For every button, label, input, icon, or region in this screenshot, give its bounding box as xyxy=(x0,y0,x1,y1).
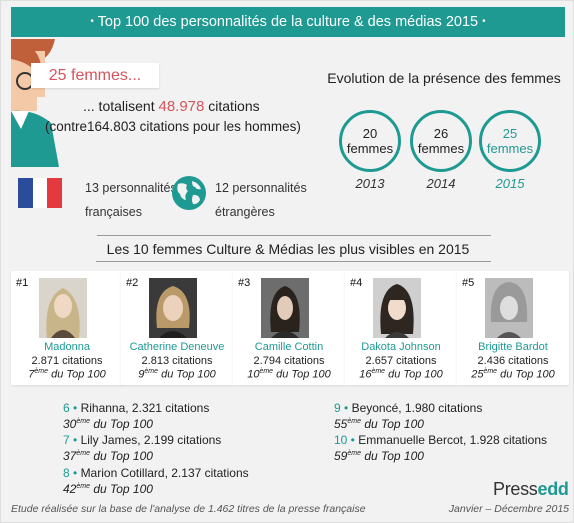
women-total-citations: 48.978 xyxy=(158,98,205,115)
card-citations: 2.813 citations xyxy=(141,355,213,367)
card-name: Camille Cottin xyxy=(254,341,324,353)
women-total-suffix: citations xyxy=(208,98,260,114)
card-citations: 2.871 citations xyxy=(31,355,103,367)
header-bullet-right: • xyxy=(482,16,486,27)
card-top-rank: 9ème du Top 100 xyxy=(138,368,216,381)
women-total-prefix: ... totalisent xyxy=(83,98,155,114)
footer-date: Janvier – Décembre 2015 xyxy=(448,503,569,515)
top-card-2: #2 Catherine Deneuve 2.813 citations 9èm… xyxy=(121,271,233,385)
evolution-label: femmes xyxy=(417,141,465,156)
card-name: Dakota Johnson xyxy=(361,341,441,353)
foreign-line-1: 12 personnalités xyxy=(215,181,307,195)
card-top-rank: 7ème du Top 100 xyxy=(28,368,106,381)
woman-avatar-icon xyxy=(11,39,59,167)
card-citations: 2.657 citations xyxy=(365,355,437,367)
card-citations: 2.436 citations xyxy=(477,355,549,367)
list-item: 10 • Emmanuelle Bercot, 1.928 citations … xyxy=(334,433,548,463)
evolution-circle-2015: 25 femmes xyxy=(479,110,541,172)
french-personalities: 13 personnalités françaises xyxy=(85,176,185,224)
portrait-photo xyxy=(39,278,87,338)
portrait-photo xyxy=(149,278,197,338)
card-rank: #1 xyxy=(16,277,29,289)
header-banner: • Top 100 des personnalités de la cultur… xyxy=(11,7,565,37)
men-total-citations: 164.803 xyxy=(87,119,136,134)
list-item: 9 • Beyoncé, 1.980 citations 55ème du To… xyxy=(334,401,483,431)
top-card-1: #1 Madonna 2.871 citations 7ème du Top 1… xyxy=(11,271,123,385)
card-rank: #4 xyxy=(350,277,363,289)
header-bullet-left: • xyxy=(90,16,94,27)
men-total-suffix: citations pour les hommes) xyxy=(139,119,301,134)
evolution-circle-2014: 26 femmes xyxy=(410,110,472,172)
foreign-personalities: 12 personnalités étrangères xyxy=(215,176,315,224)
french-line-1: 13 personnalités xyxy=(85,181,177,195)
header-title: Top 100 des personnalités de la culture … xyxy=(97,14,479,30)
evolution-year: 2015 xyxy=(495,176,525,191)
french-flag-icon xyxy=(18,178,63,208)
evolution-count: 20 xyxy=(362,126,378,141)
top-card-5: #5 Brigitte Bardot 2.436 citations 25ème… xyxy=(457,271,569,385)
globe-icon xyxy=(172,176,206,210)
footer-note: Etude réalisée sur la base de l'analyse … xyxy=(11,503,366,515)
top-card-3: #3 Camille Cottin 2.794 citations 10ème … xyxy=(233,271,345,385)
card-top-rank: 10ème du Top 100 xyxy=(247,368,331,381)
evolution-circle-2013: 20 femmes xyxy=(339,110,401,172)
evolution-title: Evolution de la présence des femmes xyxy=(327,70,561,86)
portrait-photo xyxy=(485,278,533,338)
list-item: 7 • Lily James, 2.199 citations 37ème du… xyxy=(63,433,222,463)
card-name: Madonna xyxy=(44,341,90,353)
list-item: 8 • Marion Cotillard, 2.137 citations 42… xyxy=(63,466,249,496)
top-card-4: #4 Dakota Johnson 2.657 citations 16ème … xyxy=(345,271,457,385)
evolution-year: 2013 xyxy=(355,176,385,191)
section-divider xyxy=(97,235,491,236)
men-total-line: (contre164.803 citations pour les hommes… xyxy=(45,119,301,134)
women-count-label: 25 femmes... xyxy=(31,63,159,88)
card-citations: 2.794 citations xyxy=(253,355,325,367)
card-rank: #5 xyxy=(462,277,475,289)
card-name: Brigitte Bardot xyxy=(478,341,548,353)
portrait-photo xyxy=(373,278,421,338)
top10-title: Les 10 femmes Culture & Médias les plus … xyxy=(106,241,470,257)
evolution-label: femmes xyxy=(346,141,394,156)
evolution-label: femmes xyxy=(486,141,534,156)
card-rank: #3 xyxy=(238,277,251,289)
women-total-line: ... totalisent 48.978 citations xyxy=(83,98,260,115)
card-top-rank: 16ème du Top 100 xyxy=(359,368,443,381)
card-rank: #2 xyxy=(126,277,139,289)
card-top-rank: 25ème du Top 100 xyxy=(471,368,555,381)
men-total-prefix: (contre xyxy=(45,119,88,134)
evolution-year: 2014 xyxy=(426,176,456,191)
brand-logo: Pressedd xyxy=(493,479,569,499)
foreign-line-2: étrangères xyxy=(215,205,275,219)
top10-underline xyxy=(96,261,491,262)
list-item: 6 • Rihanna, 2.321 citations 30ème du To… xyxy=(63,401,210,431)
evolution-count: 25 xyxy=(502,126,518,141)
french-line-2: françaises xyxy=(85,205,142,219)
evolution-count: 26 xyxy=(433,126,449,141)
portrait-photo xyxy=(261,278,309,338)
card-name: Catherine Deneuve xyxy=(129,341,225,353)
